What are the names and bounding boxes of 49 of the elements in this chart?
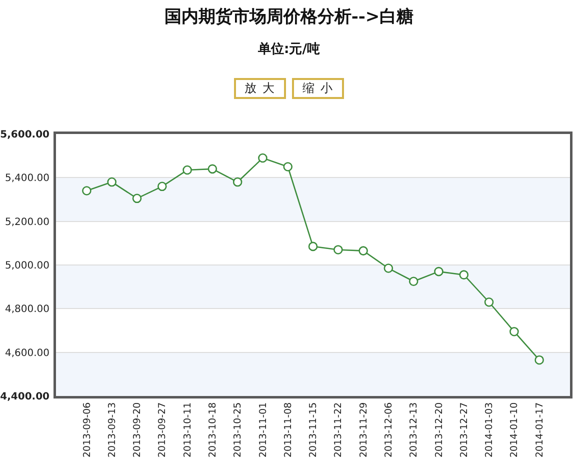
y-tick-label: 4,600.00 <box>4 348 50 359</box>
x-tick-label: 2013-12-20 <box>434 402 445 458</box>
y-tick-label: 5,400.00 <box>4 173 50 184</box>
point <box>157 182 167 192</box>
point <box>283 162 293 172</box>
x-tick-label: 2013-10-11 <box>182 402 194 458</box>
point <box>408 276 418 286</box>
chart-subtitle: 单位:元/吨 <box>257 41 321 58</box>
y-tick-label: 4,800.00 <box>4 304 50 316</box>
x-tick-label: 2013-10-25 <box>232 402 244 458</box>
point <box>132 194 142 204</box>
point <box>308 242 318 252</box>
chart-title: 国内期货市场周价格分析-->白糖 <box>163 6 415 28</box>
point <box>510 326 519 336</box>
x-tick-label: 2013-11-08 <box>282 402 294 458</box>
x-tick-label: 2013-11-15 <box>308 402 320 458</box>
point <box>82 186 92 196</box>
x-tick-label: 2013-12-27 <box>458 402 470 458</box>
y-tick-label: 5,600.00 <box>0 130 50 140</box>
point <box>459 270 469 280</box>
point <box>208 164 218 174</box>
x-tick-label: 2014-01-10 <box>509 402 520 458</box>
x-tick-label: 2014-01-17 <box>534 402 546 458</box>
y-tick-label: 5,000.00 <box>4 260 50 272</box>
point <box>182 165 192 175</box>
y-tick-label: 5,200.00 <box>4 216 50 228</box>
x-tick-label: 2013-11-29 <box>358 402 370 458</box>
point <box>333 245 343 254</box>
point <box>434 266 444 276</box>
point <box>258 153 268 163</box>
x-tick-label: 2013-11-22 <box>333 402 344 458</box>
x-tick-label: 2013-09-06 <box>82 402 93 458</box>
point <box>384 264 394 273</box>
point <box>358 246 368 256</box>
point <box>484 297 494 307</box>
x-tick-label: 2013-12-06 <box>384 402 395 458</box>
button[interactable]: 缩 小 <box>292 78 344 99</box>
x-tick-label: 2013-12-13 <box>408 402 420 458</box>
point <box>534 355 544 365</box>
button[interactable]: 放 大 <box>234 78 286 99</box>
x-tick-label: 2013-09-13 <box>106 402 118 458</box>
x-tick-label: 2014-01-03 <box>484 402 496 458</box>
y-tick-label: 4,400.00 <box>0 392 50 402</box>
point <box>232 177 242 187</box>
point <box>107 177 116 187</box>
x-tick-label: 2013-09-20 <box>132 402 144 458</box>
x-tick-label: 2013-10-18 <box>208 402 219 458</box>
x-tick-label: 2013-11-01 <box>258 402 269 458</box>
x-tick-label: 2013-09-27 <box>157 402 168 458</box>
